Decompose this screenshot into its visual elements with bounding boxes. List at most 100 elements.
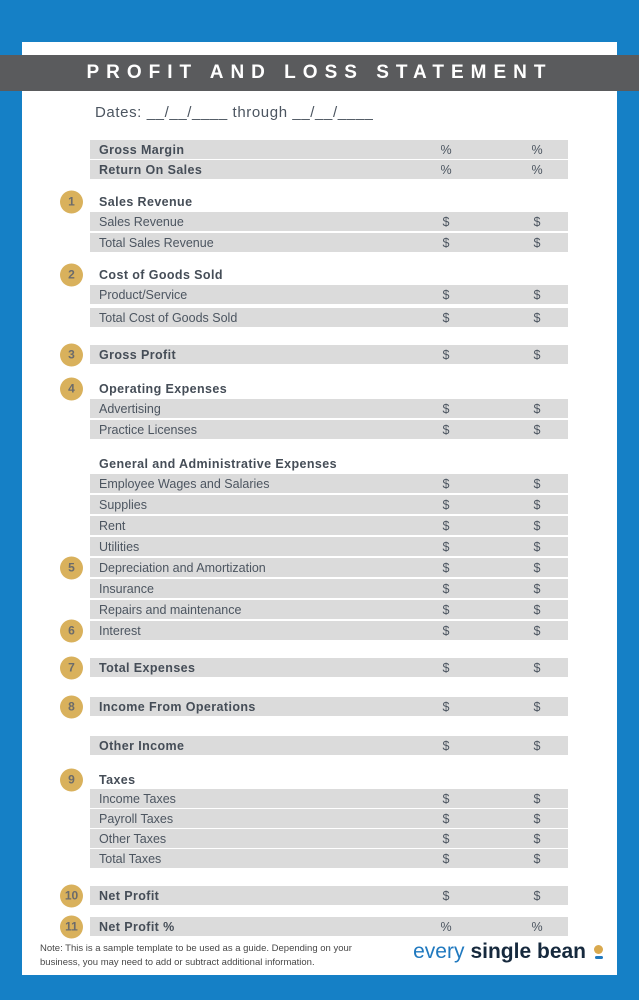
row-value-1: $ [442,497,450,512]
section-header-row: 9 Taxes [60,768,568,791]
row-label: Total Cost of Goods Sold [99,310,238,325]
table-row: Total Taxes $ $ [90,849,568,868]
row-value-2: % [531,142,543,157]
row-value-2: $ [533,851,541,866]
row-label: Payroll Taxes [99,811,174,826]
footer-note: Note: This is a sample template to be us… [40,943,352,969]
table-row: Return On Sales%% [90,160,568,179]
row-value-1: $ [442,738,450,753]
step-number-badge: 2 [60,263,83,286]
table-row: 6 Interest $ $ [60,619,568,642]
header-band: PROFIT AND LOSS STATEMENT [0,55,639,91]
row-label: Repairs and maintenance [99,602,242,617]
page-title: PROFIT AND LOSS STATEMENT [86,62,553,83]
row-label: Total Taxes [99,851,162,866]
row-value-1: $ [442,581,450,596]
row-value-2: % [531,919,543,934]
row-label: Gross Margin [99,142,185,157]
row-value-2: $ [533,660,541,675]
section-header-row: 1 Sales Revenue [60,190,568,213]
table-row: Gross Margin%% [90,140,568,159]
table-row: Total Cost of Goods Sold $ $ [90,308,568,327]
row-label: Other Taxes [99,831,167,846]
row-value-2: $ [533,888,541,903]
step-number-badge: 10 [60,884,83,907]
section-header-row: General and Administrative Expenses [90,455,568,472]
row-value-1: $ [442,831,450,846]
row-label: Depreciation and Amortization [99,560,266,575]
row-label: Supplies [99,497,147,512]
row-label: Practice Licenses [99,422,197,437]
row-value-1: $ [442,539,450,554]
section-title: Sales Revenue [99,194,193,209]
row-label: Return On Sales [99,162,203,177]
row-label: Total Sales Revenue [99,235,214,250]
row-value-1: $ [442,811,450,826]
row-label: Gross Profit [99,347,177,362]
row-value-2: $ [533,602,541,617]
table-row: Insurance $ $ [90,579,568,598]
page-footer: Note: This is a sample template to be us… [40,940,603,970]
row-value-1: $ [442,791,450,806]
row-value-1: $ [442,560,450,575]
table-row: Practice Licenses $ $ [90,420,568,439]
step-number-badge: 9 [60,768,83,791]
step-number-badge: 11 [60,915,83,938]
row-label: Interest [99,623,141,638]
row-value-2: $ [533,560,541,575]
row-label: Advertising [99,401,161,416]
row-value-2: $ [533,623,541,638]
row-value-2: $ [533,518,541,533]
dates-line: Dates: __/__/____ through __/__/____ [95,104,374,121]
statement-table: Gross Margin%% Return On Sales%% 1 Sales … [22,140,617,938]
section-header-row: 2 Cost of Goods Sold [60,263,568,286]
table-row: Sales Revenue $ $ [90,212,568,231]
row-value-1: % [440,142,452,157]
row-value-2: $ [533,401,541,416]
step-number-badge: 4 [60,377,83,400]
table-row: 5 Depreciation and Amortization $ $ [60,556,568,579]
table-row: Utilities $ $ [90,537,568,556]
row-label: Net Profit [99,888,160,903]
step-number-badge: 3 [60,343,83,366]
row-value-2: $ [533,310,541,325]
row-value-2: $ [533,347,541,362]
row-label: Total Expenses [99,660,196,675]
row-value-1: $ [442,699,450,714]
row-value-1: $ [442,623,450,638]
logo-bean-icon [594,945,603,959]
row-value-1: $ [442,518,450,533]
row-value-1: $ [442,214,450,229]
row-value-1: $ [442,851,450,866]
total-row: Other Income $ $ [90,736,568,755]
row-label: Product/Service [99,287,188,302]
row-value-2: $ [533,539,541,554]
table-row: Advertising $ $ [90,399,568,418]
row-value-1: % [440,919,452,934]
logo-word-single-bean: single bean [470,940,586,963]
logo-dot-icon [594,945,603,954]
section-header-row: 4 Operating Expenses [60,377,568,400]
row-value-2: $ [533,476,541,491]
row-value-1: $ [442,422,450,437]
row-value-2: $ [533,287,541,302]
row-value-2: $ [533,497,541,512]
logo-word-every: every [413,940,465,963]
row-label: Income From Operations [99,699,256,714]
total-row: 10 Net Profit $ $ [60,884,568,907]
table-row: Payroll Taxes $ $ [90,809,568,828]
row-value-2: $ [533,235,541,250]
row-value-2: $ [533,811,541,826]
step-number-badge: 5 [60,556,83,579]
row-value-1: $ [442,602,450,617]
row-value-1: $ [442,476,450,491]
row-label: Rent [99,518,126,533]
total-row: 11 Net Profit %%% [60,915,568,938]
row-value-2: % [531,162,543,177]
row-value-2: $ [533,214,541,229]
row-value-1: $ [442,660,450,675]
row-label: Other Income [99,738,185,753]
table-row: Repairs and maintenance $ $ [90,600,568,619]
row-value-2: $ [533,791,541,806]
